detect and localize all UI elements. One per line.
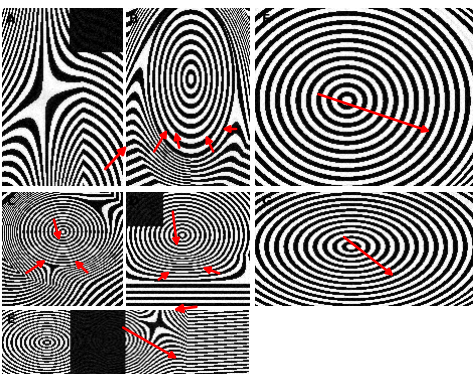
Text: B: B: [129, 13, 139, 26]
Text: F: F: [262, 13, 270, 26]
Text: C: C: [6, 195, 15, 208]
Text: E: E: [7, 314, 16, 326]
Text: G: G: [262, 195, 272, 208]
Text: D: D: [129, 195, 139, 208]
Text: A: A: [6, 13, 16, 26]
